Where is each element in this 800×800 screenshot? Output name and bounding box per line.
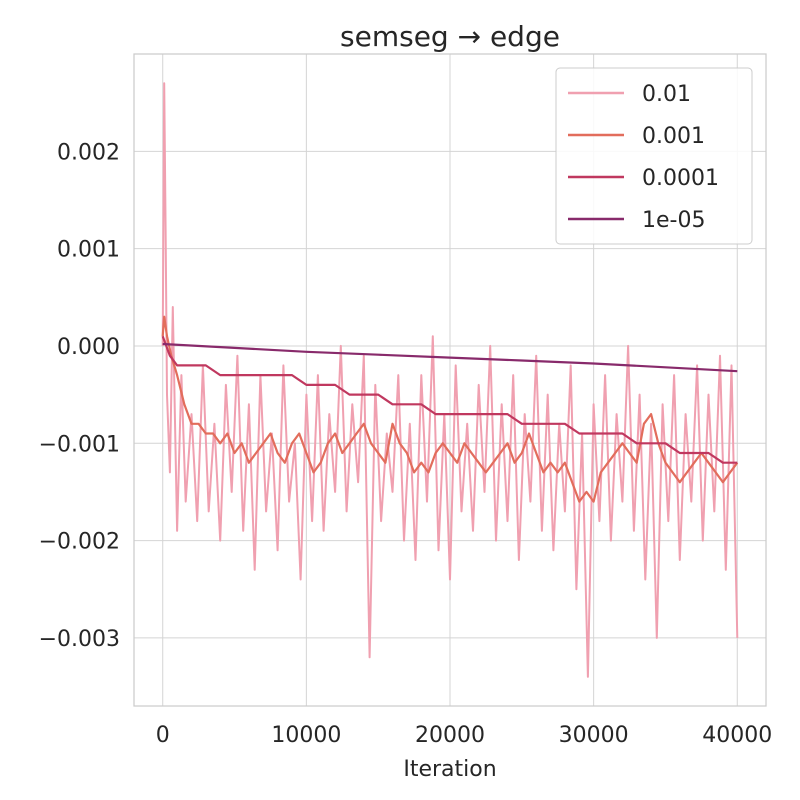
legend-label: 0.01 (642, 82, 691, 107)
y-tick-label: 0.000 (57, 335, 120, 360)
legend-label: 0.0001 (642, 166, 719, 191)
series-line-0.01 (161, 82, 739, 678)
y-tick-label: −0.003 (39, 627, 120, 652)
series-line-1e-05 (162, 342, 738, 373)
chart-title: semseg → edge (340, 20, 560, 53)
legend-label: 1e-05 (642, 208, 705, 233)
legend-label: 0.001 (642, 124, 705, 149)
plot-frame (133, 53, 767, 707)
series-layer (161, 82, 739, 678)
legend: 0.01 0.001 0.0001 1e-05 (555, 67, 753, 245)
x-axis-label: Iteration (403, 757, 496, 782)
x-tick-labels: 0 10000 20000 30000 40000 (156, 723, 773, 748)
y-tick-label: 0.002 (57, 140, 120, 165)
legend-box (555, 67, 753, 245)
x-tick-label: 20000 (415, 723, 485, 748)
series-line-0.001 (161, 315, 739, 503)
y-tick-label: 0.001 (57, 238, 120, 263)
x-tick-label: 0 (156, 723, 170, 748)
series-line-0.0001 (161, 335, 738, 464)
x-tick-label: 40000 (702, 723, 772, 748)
y-tick-labels: 0.002 0.001 0.000 −0.001 −0.002 −0.003 (39, 140, 120, 652)
y-tick-label: −0.002 (39, 530, 120, 555)
y-tick-label: −0.001 (39, 432, 120, 457)
x-tick-label: 30000 (559, 723, 629, 748)
x-tick-label: 10000 (271, 723, 341, 748)
